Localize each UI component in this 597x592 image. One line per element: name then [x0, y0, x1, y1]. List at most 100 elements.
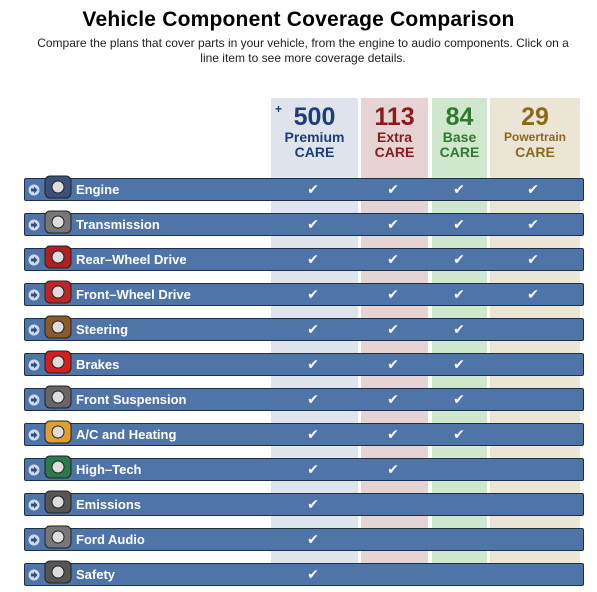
covered-check-icon: ✔ [307, 566, 319, 582]
covered-check-icon: ✔ [453, 356, 465, 372]
covered-check-icon: ✔ [387, 356, 399, 372]
plan-name: Powertrain [503, 130, 566, 144]
component-label: Front Suspension [76, 392, 187, 407]
covered-check-icon: ✔ [453, 216, 465, 232]
front-wheel-drive-icon [44, 280, 72, 304]
arrow-right-icon [28, 394, 40, 406]
extra-care-header: 113 Extra CARE [361, 98, 428, 178]
component-label: Steering [76, 322, 129, 337]
covered-check-icon: ✔ [387, 286, 399, 302]
covered-check-icon: ✔ [387, 251, 399, 267]
covered-check-icon: ✔ [307, 286, 319, 302]
covered-check-icon: ✔ [527, 216, 539, 232]
base-care-header: 84 Base CARE [432, 98, 487, 178]
component-label: Engine [76, 182, 120, 197]
arrow-right-icon [28, 464, 40, 476]
arrow-right-icon [28, 429, 40, 441]
component-row[interactable]: Front Suspension ✔ ✔ ✔ [24, 385, 584, 411]
powertrain-care-header: 29 Powertrain CARE [490, 98, 580, 178]
plan-care: CARE [374, 144, 415, 160]
arrow-right-icon [28, 499, 40, 511]
rear-wheel-drive-icon [44, 245, 72, 269]
steering-wheel-icon [44, 315, 72, 339]
covered-check-icon: ✔ [307, 391, 319, 407]
covered-check-icon: ✔ [453, 181, 465, 197]
plan-number: 113 [374, 103, 415, 131]
component-row[interactable]: Emissions ✔ [24, 490, 584, 516]
component-row[interactable]: Front–Wheel Drive ✔ ✔ ✔ ✔ [24, 280, 584, 306]
component-label: High–Tech [76, 462, 142, 477]
covered-check-icon: ✔ [387, 461, 399, 477]
covered-check-icon: ✔ [387, 321, 399, 337]
covered-check-icon: ✔ [453, 391, 465, 407]
component-label: Ford Audio [76, 532, 145, 547]
page-subtitle: Compare the plans that cover parts in yo… [37, 36, 569, 65]
arrow-right-icon [28, 534, 40, 546]
arrow-right-icon [28, 254, 40, 266]
arrow-right-icon [28, 184, 40, 196]
speaker-icon [44, 525, 72, 549]
airbag-icon [44, 560, 72, 584]
stop-sign-icon [44, 350, 72, 374]
covered-check-icon: ✔ [387, 216, 399, 232]
component-row[interactable]: Steering ✔ ✔ ✔ [24, 315, 584, 341]
covered-check-icon: ✔ [307, 321, 319, 337]
plan-care: CARE [515, 144, 555, 160]
exhaust-icon [44, 490, 72, 514]
component-row[interactable]: Safety ✔ [24, 560, 584, 586]
covered-check-icon: ✔ [453, 321, 465, 337]
plan-number: 84 [445, 103, 474, 131]
premium-care-header: 500 Premium CARE [271, 98, 358, 178]
plan-care: CARE [439, 144, 480, 160]
covered-check-icon: ✔ [453, 286, 465, 302]
covered-check-icon: ✔ [307, 251, 319, 267]
page-title: Vehicle Component Coverage Comparison [82, 8, 515, 31]
arrow-right-icon [28, 324, 40, 336]
arrow-right-icon [28, 359, 40, 371]
covered-check-icon: ✔ [527, 181, 539, 197]
component-label: Emissions [76, 497, 142, 512]
component-row[interactable]: Ford Audio ✔ [24, 525, 584, 551]
plan-number: 500 [293, 103, 336, 131]
plan-care: CARE [294, 144, 335, 160]
covered-check-icon: ✔ [307, 426, 319, 442]
component-label: A/C and Heating [76, 427, 177, 442]
plan-name: Base [442, 129, 477, 145]
component-label: Brakes [76, 357, 120, 372]
arrow-right-icon [28, 569, 40, 581]
covered-check-icon: ✔ [387, 391, 399, 407]
arrow-right-icon [28, 219, 40, 231]
circuit-board-icon [44, 455, 72, 479]
covered-check-icon: ✔ [307, 216, 319, 232]
engine-icon [44, 175, 72, 199]
plan-name: Premium [284, 129, 345, 145]
covered-check-icon: ✔ [453, 426, 465, 442]
suspension-icon [44, 385, 72, 409]
covered-check-icon: ✔ [307, 531, 319, 547]
component-row[interactable]: A/C and Heating ✔ ✔ ✔ [24, 420, 584, 446]
covered-check-icon: ✔ [527, 251, 539, 267]
component-label: Transmission [76, 217, 160, 232]
component-label: Front–Wheel Drive [76, 287, 191, 302]
component-row[interactable]: Transmission ✔ ✔ ✔ ✔ [24, 210, 584, 236]
component-label: Rear–Wheel Drive [76, 252, 187, 267]
transmission-icon [44, 210, 72, 234]
covered-check-icon: ✔ [307, 181, 319, 197]
arrow-right-icon [28, 289, 40, 301]
covered-check-icon: ✔ [307, 356, 319, 372]
component-label: Safety [76, 567, 116, 582]
climate-icon [44, 420, 72, 444]
covered-check-icon: ✔ [527, 286, 539, 302]
component-row[interactable]: Brakes ✔ ✔ ✔ [24, 350, 584, 376]
plan-number: 29 [521, 103, 549, 131]
plus-mark: + [275, 102, 283, 116]
covered-check-icon: ✔ [453, 251, 465, 267]
covered-check-icon: ✔ [307, 461, 319, 477]
covered-check-icon: ✔ [387, 426, 399, 442]
component-row[interactable]: High–Tech ✔ ✔ [24, 455, 584, 481]
component-row[interactable]: Engine ✔ ✔ ✔ ✔ [24, 175, 584, 201]
component-row[interactable]: Rear–Wheel Drive ✔ ✔ ✔ ✔ [24, 245, 584, 271]
plan-name: Extra [376, 129, 413, 145]
covered-check-icon: ✔ [387, 181, 399, 197]
covered-check-icon: ✔ [307, 496, 319, 512]
